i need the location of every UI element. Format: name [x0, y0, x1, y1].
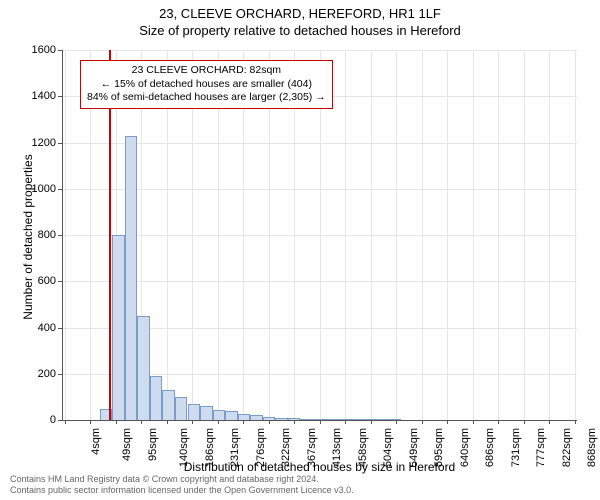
footer-line1: Contains HM Land Registry data © Crown c…: [10, 474, 354, 485]
xtick-label: 95sqm: [147, 428, 159, 461]
xtick-label: 49sqm: [121, 428, 133, 461]
gridline-v: [575, 50, 576, 420]
histogram-bar: [125, 136, 138, 420]
histogram-bar: [162, 390, 175, 420]
histogram-bar: [175, 397, 188, 420]
histogram-bar: [200, 406, 213, 420]
histogram-bar: [225, 411, 238, 420]
gridline-v: [396, 50, 397, 420]
title-line1: 23, CLEEVE ORCHARD, HEREFORD, HR1 1LF: [0, 6, 600, 21]
title-line2: Size of property relative to detached ho…: [0, 23, 600, 38]
x-axis-label: Distribution of detached houses by size …: [62, 460, 577, 474]
histogram-bar: [137, 316, 150, 420]
gridline-v: [371, 50, 372, 420]
gridline-v: [549, 50, 550, 420]
histogram-bar: [188, 404, 201, 420]
histogram-bar: [213, 410, 226, 420]
title-block: 23, CLEEVE ORCHARD, HEREFORD, HR1 1LF Si…: [0, 0, 600, 38]
gridline-v: [345, 50, 346, 420]
plot-region: 020040060080010001200140016004sqm49sqm95…: [62, 50, 577, 420]
ytick-label: 1400: [16, 90, 56, 102]
ytick-label: 1600: [16, 44, 56, 56]
annotation-line2: ← 15% of detached houses are smaller (40…: [87, 78, 326, 92]
ytick-label: 0: [16, 414, 56, 426]
annotation-box: 23 CLEEVE ORCHARD: 82sqm← 15% of detache…: [80, 60, 333, 109]
annotation-line1: 23 CLEEVE ORCHARD: 82sqm: [87, 64, 326, 78]
gridline-v: [447, 50, 448, 420]
gridline-v: [524, 50, 525, 420]
footer-attribution: Contains HM Land Registry data © Crown c…: [10, 474, 354, 496]
xtick-label: 868sqm: [586, 428, 598, 467]
chart-container: 23, CLEEVE ORCHARD, HEREFORD, HR1 1LF Si…: [0, 0, 600, 500]
y-axis-line: [62, 50, 63, 420]
histogram-bar: [150, 376, 163, 420]
gridline-v: [65, 50, 66, 420]
footer-line2: Contains public sector information licen…: [10, 485, 354, 496]
annotation-line3: 84% of semi-detached houses are larger (…: [87, 91, 326, 105]
ytick-label: 200: [16, 368, 56, 380]
histogram-bar: [112, 235, 125, 420]
gridline-v: [422, 50, 423, 420]
gridline-v: [473, 50, 474, 420]
xtick-label: 4sqm: [90, 428, 102, 455]
y-axis-label: Number of detached properties: [21, 137, 35, 337]
chart-area: 020040060080010001200140016004sqm49sqm95…: [62, 50, 577, 420]
gridline-v: [498, 50, 499, 420]
x-axis-line: [62, 420, 577, 421]
